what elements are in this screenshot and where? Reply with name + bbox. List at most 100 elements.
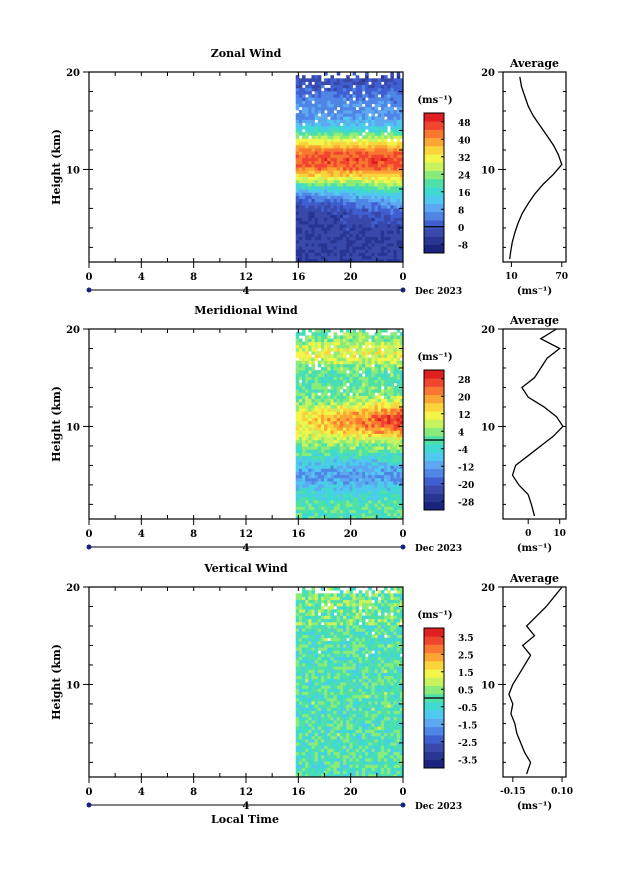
heatmap-cell: [399, 370, 404, 374]
heatmap-cell: [336, 653, 341, 658]
heatmap-cell: [368, 481, 372, 485]
heatmap-cell: [320, 599, 325, 604]
heatmap-cell: [295, 773, 300, 778]
heatmap-cell: [295, 647, 300, 651]
heatmap-cell: [393, 405, 398, 409]
heatmap-cell: [302, 208, 306, 212]
heatmap-cell: [314, 389, 319, 393]
heatmap-cell: [317, 201, 322, 206]
heatmap-cell: [346, 220, 350, 225]
heatmap-cell: [317, 430, 322, 434]
heatmap-cell: [314, 135, 319, 139]
heatmap-cell: [314, 205, 319, 209]
heatmap-cell: [358, 214, 363, 219]
heatmap-cell: [311, 341, 316, 346]
heatmap-cell: [399, 515, 404, 520]
heatmap-cell: [327, 656, 331, 661]
heatmap-cell: [374, 224, 379, 228]
heatmap-cell: [343, 411, 347, 415]
heatmap-cell: [320, 710, 325, 715]
heatmap-cell: [399, 157, 404, 162]
heatmap-cell: [365, 370, 369, 374]
heatmap-cell: [339, 417, 344, 422]
heatmap-cell: [324, 348, 328, 352]
heatmap-cell: [295, 214, 300, 219]
heatmap-cell: [355, 119, 360, 124]
heatmap-cell: [333, 465, 338, 469]
heatmap-cell: [333, 726, 338, 730]
heatmap-cell: [343, 182, 347, 187]
heatmap-cell: [327, 148, 331, 152]
heatmap-cell: [399, 258, 404, 263]
heatmap-cell: [349, 405, 353, 409]
heatmap-cell: [380, 176, 385, 181]
y-tick-label: 20: [66, 325, 80, 336]
heatmap-cell: [358, 179, 363, 184]
heatmap-cell: [361, 211, 366, 215]
heatmap-cell: [358, 255, 363, 260]
heatmap-cell: [320, 119, 325, 124]
heatmap-cell: [298, 151, 303, 155]
heatmap-cell: [358, 367, 363, 371]
heatmap-cell: [305, 634, 309, 639]
heatmap-cell: [343, 179, 347, 184]
heatmap-cell: [377, 439, 382, 444]
heatmap-cell: [371, 433, 376, 438]
heatmap-cell: [317, 214, 322, 219]
heatmap-cell: [384, 189, 388, 193]
heatmap-cell: [336, 659, 341, 664]
heatmap-cell: [295, 506, 300, 510]
heatmap-cell: [349, 144, 353, 149]
heatmap-cell: [384, 106, 388, 111]
heatmap-cell: [295, 742, 300, 746]
heatmap-cell: [320, 414, 325, 419]
heatmap-cell: [393, 103, 398, 108]
heatmap-cell: [396, 75, 401, 79]
heatmap-cell: [358, 398, 363, 403]
heatmap-cell: [305, 113, 309, 117]
heatmap-cell: [396, 496, 401, 501]
heatmap-cell: [343, 239, 347, 244]
heatmap-cell: [361, 332, 366, 336]
heatmap-cell: [311, 198, 316, 203]
heatmap-cell: [320, 515, 325, 520]
heatmap-cell: [308, 487, 312, 491]
heatmap-cell: [343, 474, 347, 479]
x-tick-label: 8: [190, 529, 197, 540]
heatmap-cell: [343, 443, 347, 447]
heatmap-cell: [295, 230, 300, 234]
heatmap-cell: [393, 465, 398, 469]
heatmap-cell: [305, 110, 309, 114]
heatmap-cell: [314, 745, 319, 749]
heatmap-cell: [320, 97, 325, 101]
date-bar-marker: [400, 544, 406, 550]
heatmap-cell: [298, 395, 303, 400]
heatmap-cell: [346, 81, 350, 86]
heatmap-cell: [346, 481, 350, 485]
heatmap-cell: [358, 148, 363, 152]
heatmap-cell: [368, 186, 372, 190]
heatmap-cell: [339, 129, 344, 133]
y-tick-label: 10: [66, 422, 80, 433]
heatmap-cell: [390, 205, 394, 209]
heatmap-cell: [330, 612, 334, 616]
heatmap-cell: [314, 723, 319, 727]
heatmap-cell: [399, 363, 404, 368]
heatmap-cell: [393, 182, 398, 187]
heatmap-cell: [314, 258, 319, 263]
heatmap-cell: [336, 493, 341, 498]
heatmap-cell: [311, 87, 316, 92]
heatmap-cell: [339, 462, 344, 466]
heatmap-cell: [302, 515, 306, 520]
heatmap-cell: [336, 452, 341, 457]
heatmap-cell: [365, 379, 369, 384]
heatmap-cell: [377, 230, 382, 234]
heatmap-cell: [346, 160, 350, 165]
heatmap-cell: [352, 230, 357, 234]
heatmap-cell: [361, 113, 366, 117]
heatmap-cell: [384, 170, 388, 174]
heatmap-cell: [387, 427, 391, 431]
heatmap-cell: [324, 103, 328, 108]
heatmap-cell: [308, 173, 312, 177]
heatmap-cell: [302, 449, 306, 453]
